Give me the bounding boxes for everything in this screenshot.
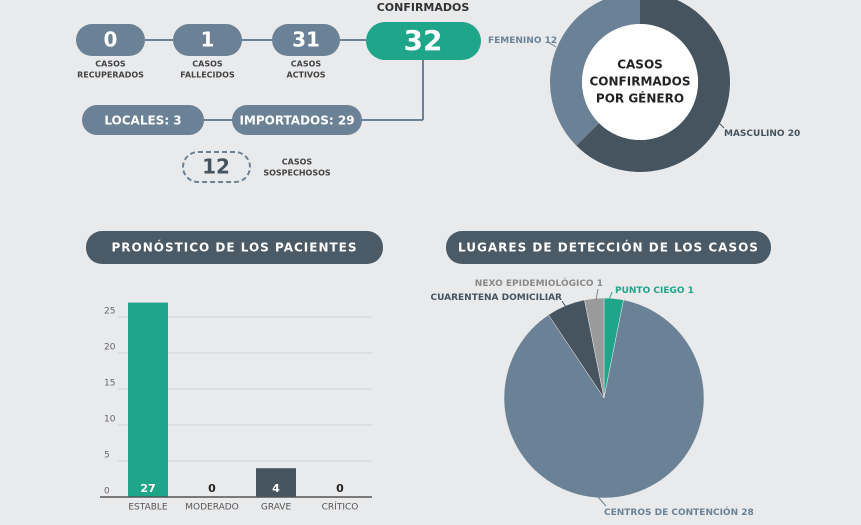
stat-label: ACTIVOS (286, 71, 325, 80)
confirmed-value: 32 (404, 24, 443, 57)
donut-title: CONFIRMADOS (590, 75, 691, 89)
section-pill (86, 231, 383, 264)
slice-value: 12 (545, 36, 558, 46)
leader-line (711, 115, 725, 129)
suspected-label: SOSPECHOSOS (263, 169, 331, 178)
slice-category: PUNTO CIEGO (615, 286, 685, 296)
donut-slice (549, 0, 640, 146)
y-tick-label: 25 (104, 307, 115, 317)
slice-category: CENTROS DE CONTENCIÓN (604, 506, 738, 518)
slice-label: CUARENTENA DOMICILIAR (431, 293, 563, 303)
section-title: PRONÓSTICO DE LOS PACIENTES (111, 240, 357, 255)
stat-pill (173, 24, 242, 56)
slice-label: PUNTO CIEGO 1 (615, 286, 694, 296)
y-tick-label: 15 (104, 379, 115, 389)
bar-value: 27 (140, 482, 155, 495)
leader-line (547, 41, 557, 48)
slice-category: FEMENINO (488, 36, 542, 46)
origin-label: IMPORTADOS: 29 (239, 114, 354, 128)
donut-title: CASOS (617, 58, 663, 72)
section-title: LUGARES DE DETECCIÓN DE LOS CASOS (458, 240, 759, 255)
x-tick-label: ESTABLE (128, 503, 168, 513)
donut-title: POR GÉNERO (596, 91, 684, 106)
slice-label: CENTROS DE CONTENCIÓN 28 (604, 506, 754, 518)
slice-category: MASCULINO (724, 129, 785, 139)
slice-category: CUARENTENA DOMICILIAR (431, 293, 563, 303)
x-tick-label: MODERADO (185, 503, 239, 513)
y-tick-label: 0 (104, 487, 110, 497)
donut-hole (582, 24, 698, 140)
leader-line (595, 288, 599, 301)
origin-pill (232, 105, 362, 135)
stat-label: CASOS (291, 60, 322, 69)
stat-pill (76, 24, 145, 56)
section-pill (446, 231, 771, 264)
stat-label: FALLECIDOS (180, 71, 235, 80)
origin-label: LOCALES: 3 (104, 114, 181, 128)
bar-value: 4 (272, 482, 280, 495)
bar (128, 302, 168, 497)
bar-value: 0 (336, 482, 344, 495)
stat-label: RECUPERADOS (77, 71, 144, 80)
suspected-value: 12 (202, 155, 230, 179)
stat-value: 31 (292, 28, 320, 52)
donut-slice (576, 0, 730, 172)
x-tick-label: CRÍTICO (322, 501, 359, 513)
y-tick-label: 5 (104, 451, 110, 461)
origin-pill (82, 105, 204, 135)
confirmed-pill (366, 22, 481, 60)
slice-category: NEXO EPIDEMIOLÓGICO (475, 277, 594, 289)
suspected-label: CASOS (282, 158, 313, 167)
pie-slice (503, 299, 705, 499)
slice-label: NEXO EPIDEMIOLÓGICO 1 (475, 277, 603, 289)
slice-value: 20 (788, 129, 801, 139)
bar-value: 0 (208, 482, 216, 495)
stat-value: 0 (104, 28, 118, 52)
leader-line (561, 300, 569, 311)
leader-line (597, 496, 607, 507)
slice-value: 1 (688, 286, 694, 296)
stat-label: CASOS (95, 60, 126, 69)
stat-value: 1 (201, 28, 215, 52)
confirmed-label: CONFIRMADOS (377, 1, 470, 14)
stat-pill (272, 24, 340, 56)
y-tick-label: 20 (104, 343, 116, 353)
x-tick-label: GRAVE (261, 503, 292, 513)
y-tick-label: 10 (104, 415, 116, 425)
leader-line (608, 291, 613, 301)
slice-label: FEMENINO 12 (488, 36, 557, 46)
pie-slice (584, 297, 605, 399)
bar (256, 468, 296, 497)
slice-label: MASCULINO 20 (724, 129, 800, 139)
slice-value: 28 (741, 508, 754, 518)
stat-label: CASOS (192, 60, 223, 69)
slice-value: 1 (597, 279, 603, 289)
suspected-pill (182, 151, 251, 183)
